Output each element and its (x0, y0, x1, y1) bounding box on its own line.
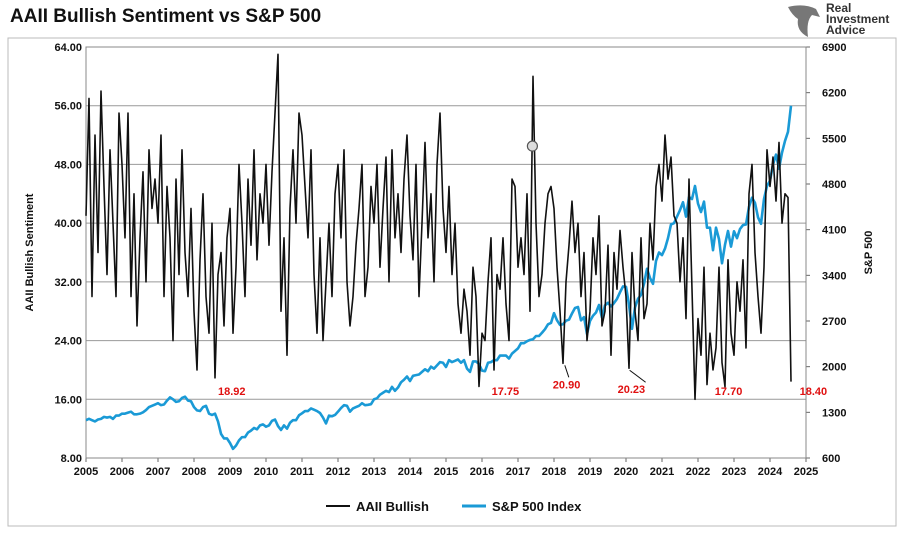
x-tick-label: 2024 (758, 466, 783, 478)
y2-tick-label: 5500 (822, 133, 846, 145)
y2-tick-label: 600 (822, 453, 840, 465)
y-tick-label: 40.00 (54, 218, 82, 230)
y2-tick-label: 4800 (822, 179, 846, 191)
y2-tick-label: 6900 (822, 42, 846, 54)
y-tick-label: 64.00 (54, 42, 82, 54)
x-tick-label: 2010 (254, 466, 278, 478)
y-tick-label: 16.00 (54, 394, 82, 406)
annotation-leader (629, 369, 646, 383)
x-tick-label: 2020 (614, 466, 638, 478)
chart-title: AAII Bullish Sentiment vs S&P 500 (10, 6, 322, 27)
y2-tick-label: 4100 (822, 225, 846, 237)
y-tick-label: 48.00 (54, 159, 82, 171)
y2-tick-label: 2700 (822, 316, 846, 328)
annotation-label: 17.70 (715, 386, 743, 398)
aaii-bullish-line (85, 53, 792, 401)
plot-area (85, 46, 807, 459)
y2-tick-label: 6200 (822, 88, 846, 100)
x-tick-label: 2013 (362, 466, 386, 478)
x-tick-label: 2005 (74, 466, 98, 478)
legend-label: S&P 500 Index (492, 499, 582, 514)
annotation-label: 17.75 (492, 386, 520, 398)
y2-tick-label: 1300 (822, 407, 846, 419)
y-axis-label: AAII Bullish Sentiment (24, 193, 36, 311)
y2-tick-label: 3400 (822, 270, 846, 282)
x-tick-label: 2006 (110, 466, 134, 478)
legend-label: AAII Bullish (356, 499, 429, 514)
annotation-label: 20.90 (553, 379, 581, 391)
eagle-logo-icon (788, 5, 820, 38)
chart-frame (7, 37, 897, 527)
sp500-line (85, 105, 793, 451)
x-tick-label: 2016 (470, 466, 494, 478)
x-tick-label: 2018 (542, 466, 566, 478)
annotation-label: 18.92 (218, 386, 246, 398)
y-tick-label: 32.00 (54, 277, 82, 289)
x-tick-label: 2022 (686, 466, 710, 478)
x-tick-label: 2008 (182, 466, 206, 478)
x-tick-label: 2019 (578, 466, 602, 478)
logo: Real Investment Advice (786, 1, 906, 39)
highlight-marker (526, 140, 539, 152)
x-tick-label: 2025 (794, 466, 818, 478)
y2-tick-label: 2000 (822, 362, 846, 374)
y-tick-label: 56.00 (54, 101, 82, 113)
x-tick-label: 2017 (506, 466, 530, 478)
logo-text: Real Investment Advice (826, 1, 890, 37)
x-tick-label: 2012 (326, 466, 350, 478)
x-tick-label: 2009 (218, 466, 242, 478)
y-tick-label: 8.00 (61, 453, 82, 465)
annotation-label: 20.23 (618, 384, 646, 396)
x-tick-label: 2015 (434, 466, 458, 478)
x-tick-label: 2023 (722, 466, 746, 478)
x-tick-label: 2014 (398, 466, 423, 478)
y2-axis-label: S&P 500 (863, 231, 875, 275)
annotation-label: 18.40 (800, 386, 828, 398)
x-tick-label: 2007 (146, 466, 170, 478)
annotation-leader (564, 365, 570, 378)
x-tick-label: 2021 (650, 466, 674, 478)
y-tick-label: 24.00 (54, 336, 82, 348)
x-tick-label: 2011 (290, 466, 314, 478)
